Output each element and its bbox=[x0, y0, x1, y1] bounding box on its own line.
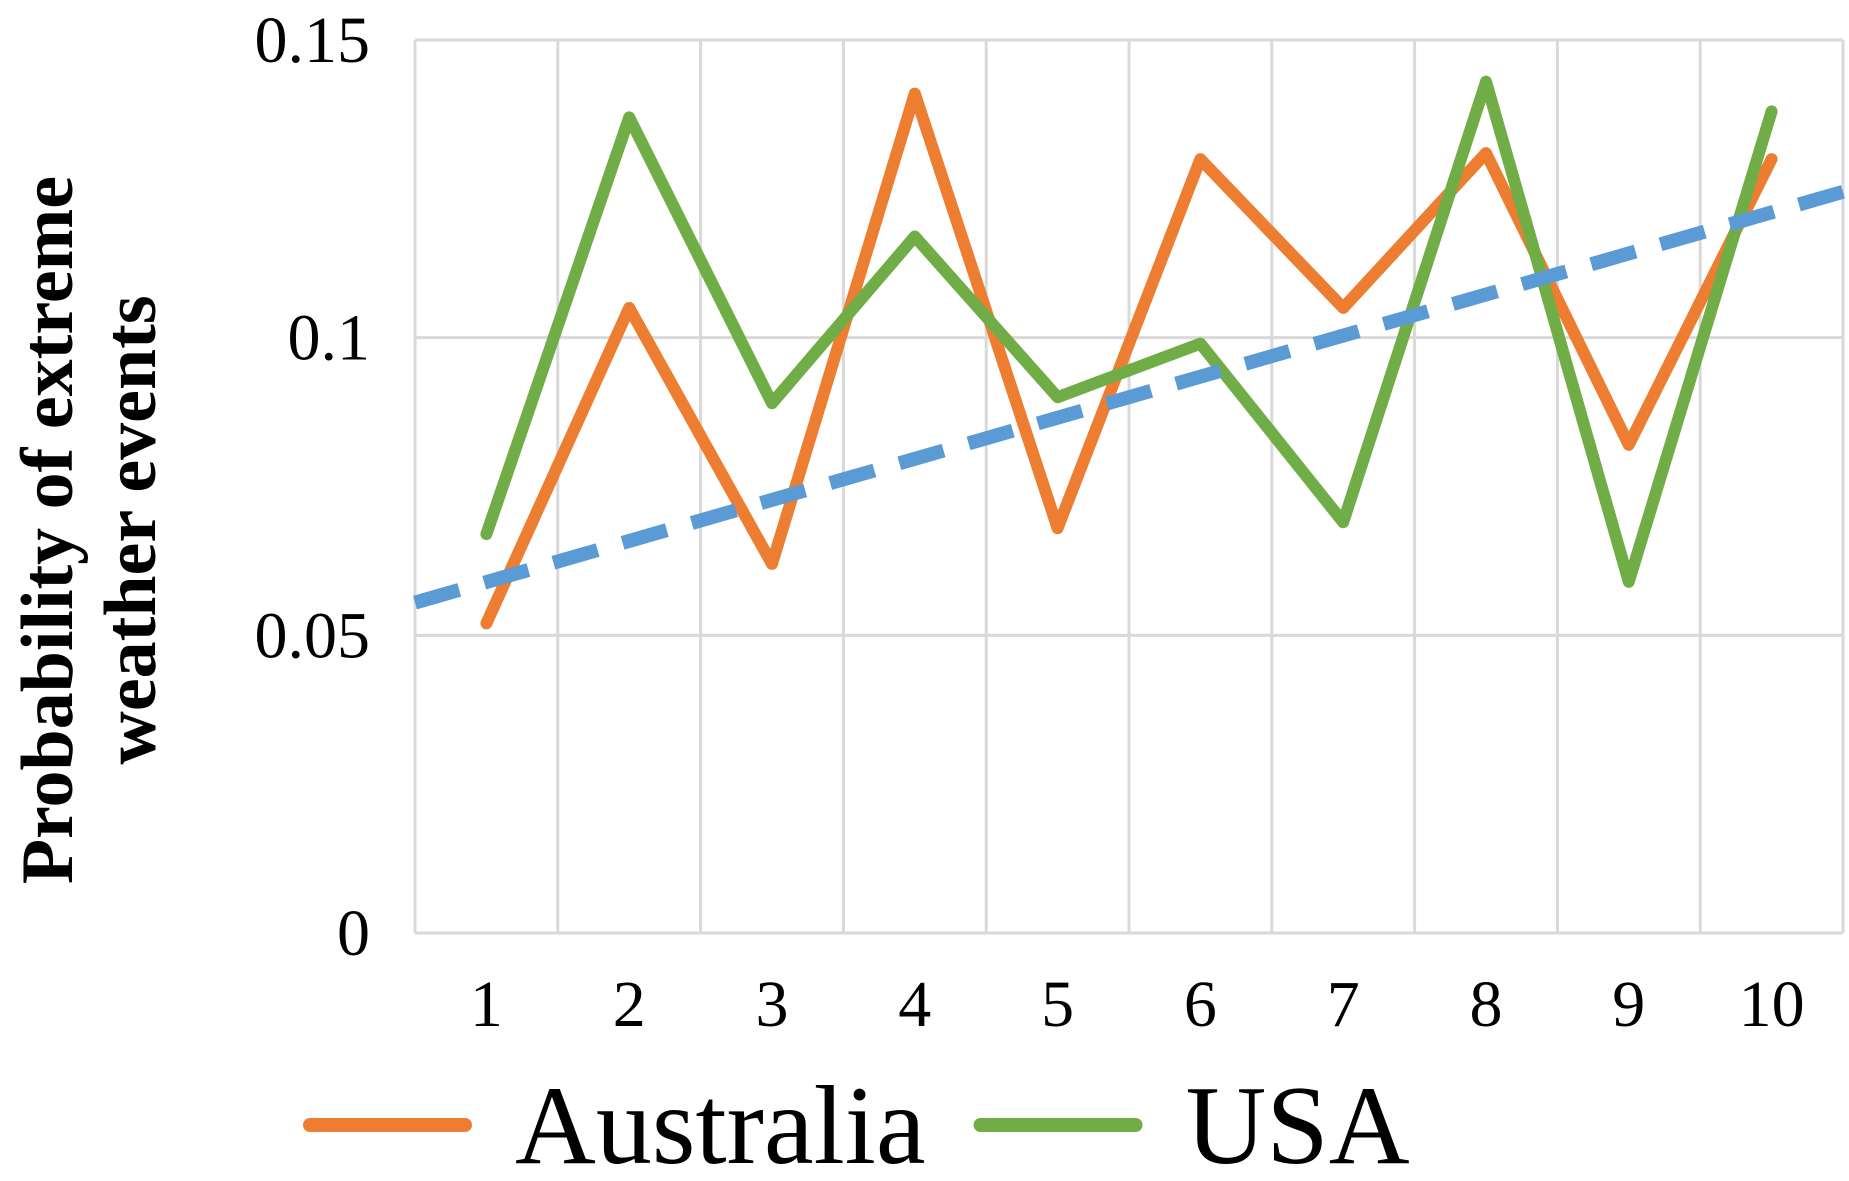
y-tick-label: 0.05 bbox=[255, 599, 371, 672]
legend-item-australia: Australia bbox=[303, 1064, 926, 1181]
y-axis-title: Probability of extreme weather events bbox=[7, 176, 172, 884]
legend-label: Australia bbox=[515, 1064, 926, 1181]
gridlines bbox=[413, 38, 1845, 935]
x-tick-label: 7 bbox=[1327, 968, 1360, 1041]
y-tick-label: 0 bbox=[337, 897, 370, 970]
x-tick-label: 9 bbox=[1612, 968, 1645, 1041]
series-line-usa bbox=[480, 75, 1778, 588]
y-axis-ticks: 0 0.05 0.1 0.15 bbox=[255, 4, 371, 970]
x-tick-label: 3 bbox=[756, 968, 789, 1041]
y-tick-label: 0.1 bbox=[288, 302, 371, 375]
legend-label: USA bbox=[1186, 1064, 1410, 1181]
trendline bbox=[413, 185, 1845, 610]
trendline-dashed bbox=[413, 185, 1845, 610]
series-line-australia bbox=[480, 87, 1778, 630]
legend-item-usa: USA bbox=[973, 1064, 1410, 1181]
y-axis-title-line-1: Probability of extreme bbox=[7, 176, 89, 884]
x-tick-label: 2 bbox=[613, 968, 646, 1041]
x-axis-ticks: 1 2 3 4 5 6 7 8 9 10 bbox=[470, 968, 1805, 1041]
x-tick-label: 6 bbox=[1184, 968, 1217, 1041]
y-tick-label: 0.15 bbox=[255, 4, 371, 77]
x-tick-label: 10 bbox=[1739, 968, 1805, 1041]
x-tick-label: 4 bbox=[898, 968, 931, 1041]
x-tick-label: 5 bbox=[1041, 968, 1074, 1041]
series-lines bbox=[480, 75, 1778, 630]
x-tick-label: 1 bbox=[470, 968, 503, 1041]
legend: Australia USA bbox=[303, 1064, 1410, 1181]
x-tick-label: 8 bbox=[1470, 968, 1503, 1041]
y-axis-title-line-2: weather events bbox=[90, 295, 172, 764]
